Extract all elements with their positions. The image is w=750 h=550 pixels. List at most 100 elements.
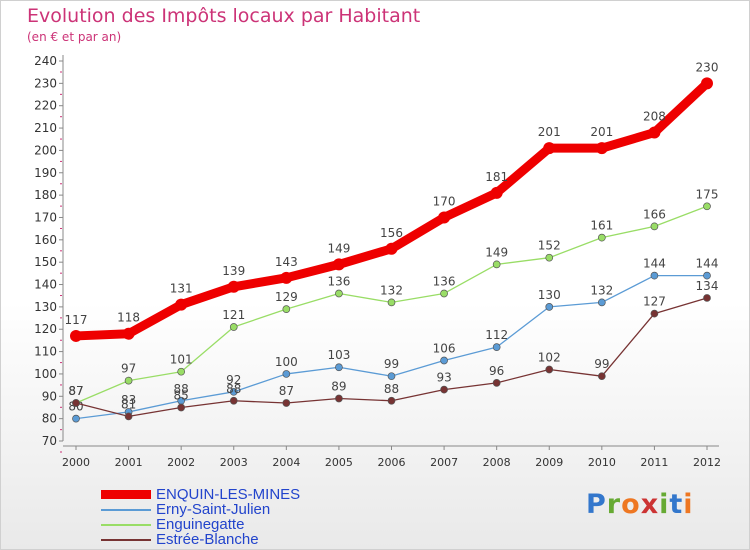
logo-letter: i xyxy=(659,489,670,520)
data-label-estree-blanche: 99 xyxy=(594,357,609,371)
data-point-estree-blanche xyxy=(597,372,606,381)
data-label-enguinegatte: 149 xyxy=(485,245,508,259)
y-tick-label: 90 xyxy=(42,389,57,403)
logo-letter: i xyxy=(683,489,694,520)
data-point-erny-saint-julien xyxy=(229,387,238,396)
data-point-enquin-les-mines xyxy=(280,271,293,284)
data-label-enguinegatte: 175 xyxy=(696,187,719,201)
data-point-enquin-les-mines xyxy=(543,142,556,155)
legend-item: ENQUIN-LES-MINES xyxy=(101,487,300,502)
data-label-enquin-les-mines: 117 xyxy=(65,313,88,327)
data-point-estree-blanche xyxy=(650,309,659,318)
data-label-enguinegatte: 136 xyxy=(433,274,456,288)
data-label-enquin-les-mines: 143 xyxy=(275,255,298,269)
data-point-enguinegatte xyxy=(124,376,133,385)
data-point-estree-blanche xyxy=(229,396,238,405)
data-point-estree-blanche xyxy=(124,412,133,421)
data-point-erny-saint-julien xyxy=(440,356,448,365)
data-label-enquin-les-mines: 201 xyxy=(538,125,561,139)
logo-letter: P xyxy=(586,489,607,520)
x-tick-label: 2008 xyxy=(483,456,511,469)
legend-item: Enguinegatte xyxy=(101,517,300,532)
y-tick-label: 170 xyxy=(34,210,57,224)
data-label-enguinegatte: 166 xyxy=(643,207,666,221)
y-tick-label: 160 xyxy=(34,233,57,247)
legend-swatch xyxy=(101,538,151,541)
data-point-estree-blanche xyxy=(545,365,554,374)
y-tick-label: 220 xyxy=(34,99,57,113)
data-point-enguinegatte xyxy=(177,367,186,376)
data-label-estree-blanche: 89 xyxy=(331,380,346,394)
chart-title: Evolution des Impôts locaux par Habitant xyxy=(27,5,421,27)
data-point-estree-blanche xyxy=(177,403,186,412)
y-tick-label: 150 xyxy=(34,255,57,269)
data-point-enguinegatte xyxy=(703,202,711,211)
data-label-erny-saint-julien: 88 xyxy=(174,382,189,396)
data-label-enguinegatte: 129 xyxy=(275,290,298,304)
data-label-enquin-les-mines: 208 xyxy=(643,110,666,124)
data-label-estree-blanche: 88 xyxy=(226,382,241,396)
logo-letter: t xyxy=(669,489,684,520)
data-point-estree-blanche xyxy=(440,385,448,394)
data-label-erny-saint-julien: 103 xyxy=(327,348,350,362)
data-point-estree-blanche xyxy=(335,394,343,403)
data-point-enquin-les-mines xyxy=(701,77,713,90)
data-point-enguinegatte xyxy=(387,298,396,307)
data-point-enquin-les-mines xyxy=(332,258,345,271)
proxiti-logo: Proxiti xyxy=(586,489,694,520)
data-label-enquin-les-mines: 201 xyxy=(590,125,613,139)
data-point-enguinegatte xyxy=(492,260,501,269)
data-label-enquin-les-mines: 131 xyxy=(170,282,193,296)
data-label-erny-saint-julien: 112 xyxy=(485,328,508,342)
data-point-enguinegatte xyxy=(282,305,291,313)
data-point-erny-saint-julien xyxy=(492,343,501,351)
data-point-erny-saint-julien xyxy=(282,370,291,378)
data-point-estree-blanche xyxy=(703,294,711,302)
data-label-estree-blanche: 127 xyxy=(643,295,666,309)
series-line-enquin-les-mines xyxy=(71,78,712,341)
y-tick-label: 230 xyxy=(34,76,57,90)
x-tick-label: 2004 xyxy=(272,456,300,469)
y-tick-label: 210 xyxy=(34,121,57,135)
y-tick-label: 100 xyxy=(34,367,57,381)
data-label-enquin-les-mines: 118 xyxy=(117,311,140,325)
data-label-estree-blanche: 81 xyxy=(121,397,136,411)
data-point-enguinegatte xyxy=(597,233,606,242)
data-point-enguinegatte xyxy=(335,289,343,298)
data-point-estree-blanche xyxy=(387,396,396,405)
data-label-erny-saint-julien: 100 xyxy=(275,355,298,369)
data-point-enquin-les-mines xyxy=(438,211,451,224)
y-tick-label: 190 xyxy=(34,166,57,180)
data-point-estree-blanche xyxy=(72,399,80,407)
x-tick-label: 2012 xyxy=(693,456,721,469)
x-tick-label: 2010 xyxy=(588,456,616,469)
data-point-erny-saint-julien xyxy=(650,271,659,280)
data-label-erny-saint-julien: 144 xyxy=(696,257,719,271)
data-label-estree-blanche: 85 xyxy=(174,388,189,402)
y-tick-label: 200 xyxy=(34,143,57,157)
data-point-enquin-les-mines xyxy=(175,298,188,311)
legend-swatch xyxy=(101,523,151,526)
data-label-enguinegatte: 101 xyxy=(170,353,193,367)
data-label-erny-saint-julien: 92 xyxy=(226,373,241,387)
data-label-enguinegatte: 161 xyxy=(590,219,613,233)
data-label-erny-saint-julien: 83 xyxy=(121,393,136,407)
logo-letter: x xyxy=(640,489,660,520)
data-label-enquin-les-mines: 181 xyxy=(485,170,508,184)
data-point-enquin-les-mines xyxy=(122,327,135,340)
data-point-erny-saint-julien xyxy=(335,363,343,372)
legend: ENQUIN-LES-MINES Erny-Saint-Julien Enguine… xyxy=(101,487,300,547)
data-label-erny-saint-julien: 130 xyxy=(538,288,561,302)
y-tick-label: 180 xyxy=(34,188,57,202)
data-label-enquin-les-mines: 139 xyxy=(222,264,245,278)
data-label-enguinegatte: 136 xyxy=(327,274,350,288)
data-label-enquin-les-mines: 149 xyxy=(327,241,350,255)
legend-label: ENQUIN-LES-MINES xyxy=(156,486,301,503)
x-tick-label: 2000 xyxy=(62,456,90,469)
y-tick-label: 70 xyxy=(42,434,57,448)
data-point-enguinegatte xyxy=(440,289,448,298)
chart-subtitle: (en € et par an) xyxy=(27,30,122,44)
data-label-enguinegatte: 132 xyxy=(380,283,403,297)
data-point-enguinegatte xyxy=(650,222,659,231)
